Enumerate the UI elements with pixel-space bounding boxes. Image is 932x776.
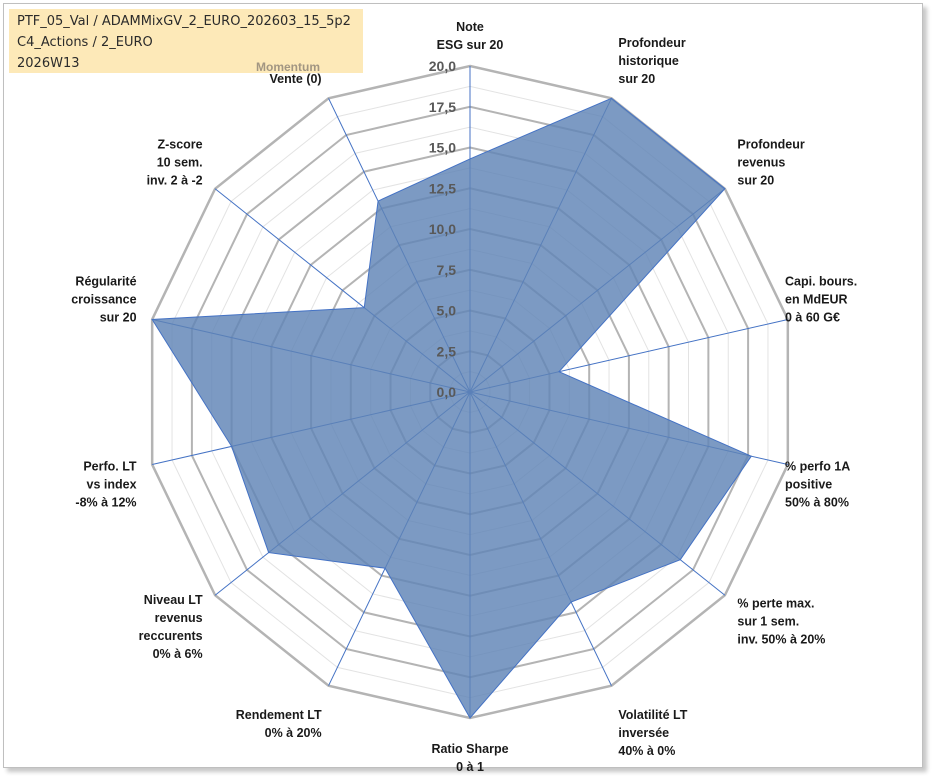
axis-label-line: Rendement LT [236, 708, 322, 722]
axis-label-line: revenus [737, 156, 785, 170]
axis-label: Volatilité LT inversée 40% à 0% [618, 708, 687, 758]
axis-label: Note ESG sur 20 [437, 20, 504, 52]
tick-label: 15,0 [429, 140, 456, 156]
tick-label: 2,5 [437, 343, 457, 359]
radial-tick-labels: 0,0 2,5 5,0 7,5 10,0 12,5 15,0 17,5 20,0 [429, 58, 456, 400]
axis-label-line: Perfo. LT [83, 459, 137, 473]
axis-label: Profondeur revenus sur 20 [737, 138, 804, 188]
axis-label-line: reccurents [139, 629, 203, 643]
tick-label: 17,5 [429, 99, 456, 115]
axis-label-line: 0 à 1 [456, 760, 484, 774]
axis-label-line: Niveau LT [144, 593, 203, 607]
axis-label-line: % perfo 1A [785, 459, 850, 473]
tick-label: 10,0 [429, 221, 456, 237]
axis-label-line: sur 20 [618, 72, 655, 86]
axis-label-line: en MdEUR [785, 293, 848, 307]
axis-label: % perte max. sur 1 sem. inv. 50% à 20% [737, 596, 825, 646]
axis-labels: Note ESG sur 20 Profondeur historique sur 20… [71, 20, 857, 774]
axis-label: Capi. bours. en MdEUR 0 à 60 G€ [785, 275, 857, 325]
tick-label: 0,0 [437, 384, 457, 400]
axis-label-line: 0% à 20% [265, 726, 322, 740]
axis-label-line: sur 20 [100, 311, 137, 325]
axis-label: Rendement LT 0% à 20% [236, 708, 322, 740]
axis-label-line: 10 sem. [157, 156, 203, 170]
axis-label-line: -8% à 12% [75, 495, 136, 509]
axis-label-line: Vente (0) [270, 72, 322, 86]
tick-label: 7,5 [437, 262, 457, 278]
portfolio-name: PTF_05_Val / ADAMMixGV_2_EURO_202603_15_… [17, 14, 351, 29]
axis-label-line: Ratio Sharpe [431, 742, 508, 756]
axis-label-line: vs index [87, 477, 137, 491]
asset-class: C4_Actions / 2_EURO [17, 35, 153, 50]
axis-label: % perfo 1A positive 50% à 80% [785, 459, 850, 509]
axis-label-line: sur 20 [737, 174, 774, 188]
series-area [151, 97, 753, 719]
axis-label: Régularité croissance sur 20 [71, 275, 136, 325]
axis-label: Profondeur historique sur 20 [618, 36, 685, 86]
axis-label-line: 0 à 60 G€ [785, 311, 840, 325]
tick-label: 20,0 [429, 58, 456, 74]
axis-label-line: Note [456, 20, 484, 34]
axis-label-line: 40% à 0% [618, 744, 675, 758]
axis-label: Perfo. LT vs index -8% à 12% [75, 459, 137, 509]
axis-label-line: inv. 2 à -2 [147, 174, 203, 188]
axis-label-line: Volatilité LT [618, 708, 687, 722]
axis-label-line: Capi. bours. [785, 275, 857, 289]
tick-label: 12,5 [429, 180, 456, 196]
axis-label: Ratio Sharpe 0 à 1 [431, 742, 508, 774]
axis-label-line: sur 1 sem. [737, 614, 799, 628]
axis-label-line: revenus [155, 611, 203, 625]
axis-label-line: croissance [71, 293, 136, 307]
axis-label-line: inversée [618, 726, 669, 740]
momentum-label: Momentum [256, 60, 320, 74]
axis-label-line: Profondeur [618, 36, 685, 50]
axis-label: Niveau LT revenus reccurents 0% à 6% [139, 593, 203, 661]
axis-label-line: % perte max. [737, 596, 814, 610]
axis-label-line: historique [618, 54, 678, 68]
axis-label-line: ESG sur 20 [437, 38, 504, 52]
week-label: 2026W13 [17, 56, 80, 71]
axis-label-line: Z-score [157, 138, 202, 152]
axis-label-line: 50% à 80% [785, 495, 849, 509]
radar-series-layer [151, 97, 753, 719]
axis-label: Z-score 10 sem. inv. 2 à -2 [147, 138, 203, 188]
portfolio-info-box: PTF_05_Val / ADAMMixGV_2_EURO_202603_15_… [9, 9, 363, 73]
axis-label-line: Profondeur [737, 138, 804, 152]
axis-label-line: Régularité [75, 275, 136, 289]
axis-label-line: 0% à 6% [153, 647, 203, 661]
axis-label-line: inv. 50% à 20% [737, 632, 825, 646]
tick-label: 5,0 [437, 303, 457, 319]
axis-label-line: positive [785, 477, 832, 491]
